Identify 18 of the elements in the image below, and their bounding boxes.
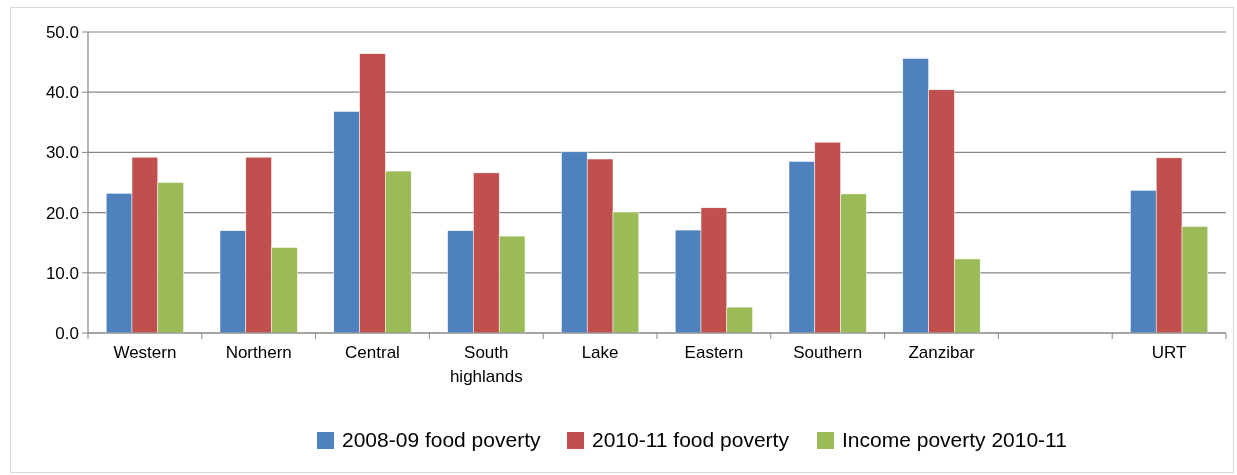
x-tick-label: South highlands	[449, 343, 523, 386]
y-tick-label: 50.0	[45, 22, 79, 42]
y-tick-label: 40.0	[45, 83, 79, 103]
legend-label: 2008-09 food poverty	[342, 428, 541, 452]
y-tick-label: 10.0	[45, 263, 79, 283]
y-tick-label: 20.0	[45, 203, 79, 223]
x-tick-label: Zanzibar	[908, 343, 975, 362]
x-tick-label: Western	[113, 343, 177, 362]
x-tick-label: Lake	[581, 343, 619, 362]
x-tick-label: Southern	[793, 343, 863, 362]
y-tick-label: 30.0	[45, 143, 79, 163]
x-tick-label: Central	[345, 343, 400, 362]
x-tick-label: Eastern	[684, 343, 744, 362]
x-tick-label: Northern	[225, 343, 292, 362]
x-tick-label: URT	[1151, 343, 1187, 362]
legend-label: Income poverty 2010-11	[842, 428, 1067, 452]
y-tick-label: 0.0	[55, 323, 79, 343]
legend-label: 2010-11 food poverty	[592, 428, 790, 452]
